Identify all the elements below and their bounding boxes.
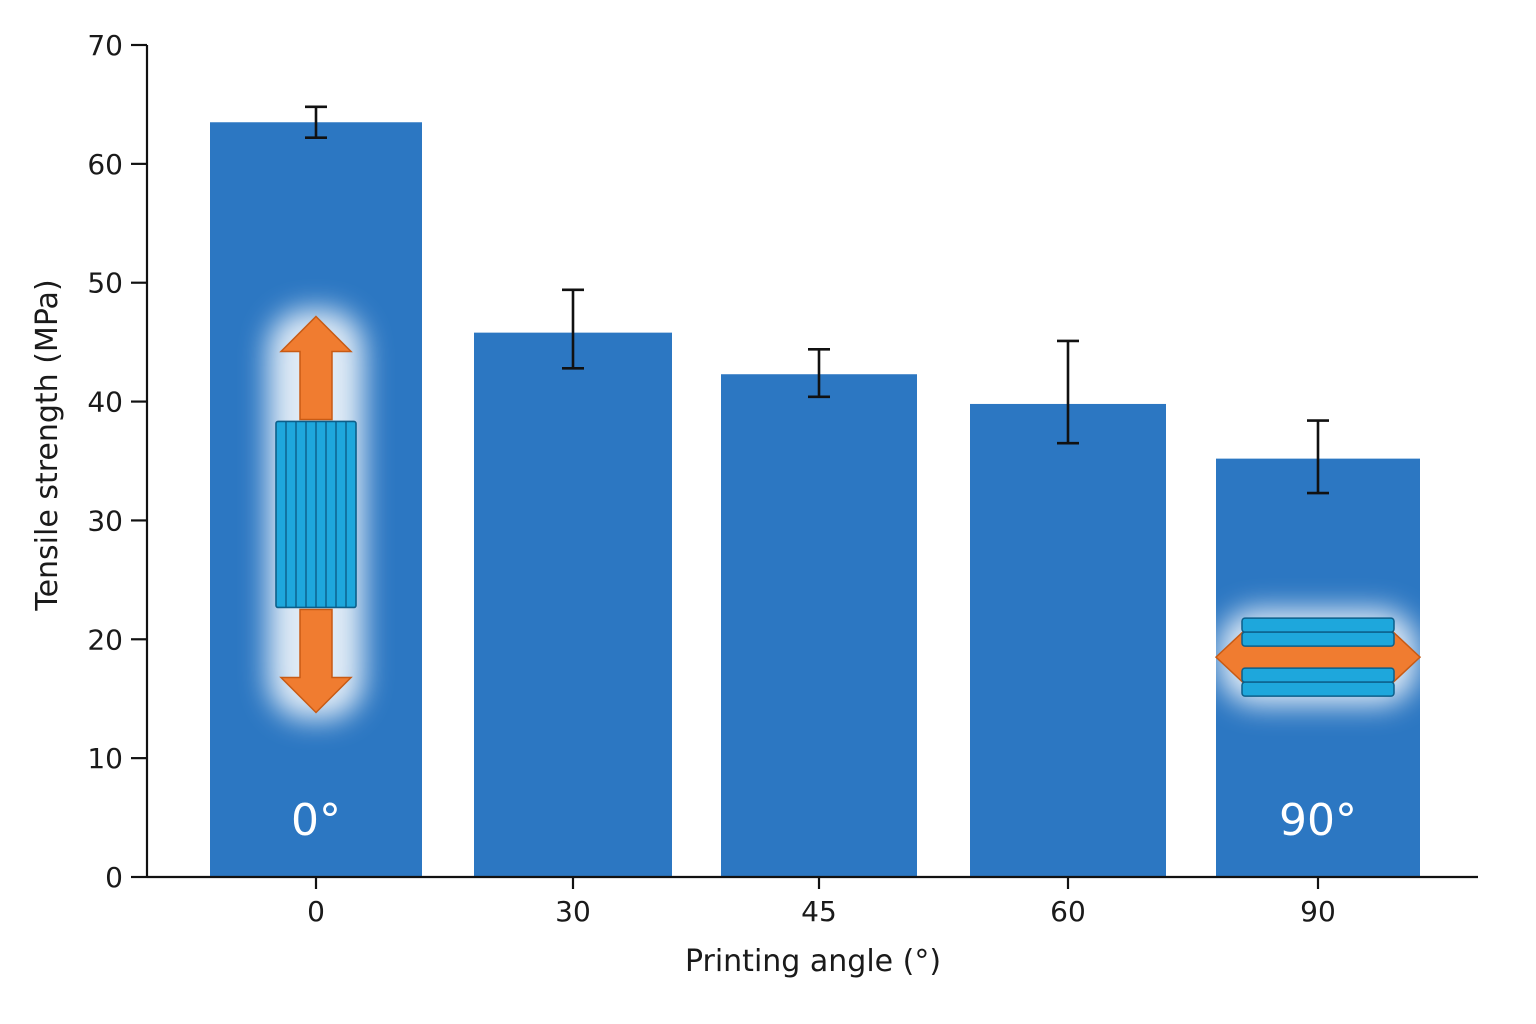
arrow-down-icon [279,608,353,714]
x-tick-label-60: 60 [1050,895,1086,928]
bars-layer [210,122,1420,877]
labels-layer: 0° 90° [291,795,1357,846]
bar-45 [721,374,917,877]
bar-30 [474,332,672,877]
y-tick-label-30: 30 [87,504,123,537]
y-tick-label-20: 20 [87,623,123,656]
y-axis-title: Tensile strength (MPa) [30,279,65,611]
error-bar-30 [562,288,584,370]
horizontal-layer-3 [1241,667,1395,683]
y-tick-label-70: 70 [87,29,123,62]
x-tick-label-90: 90 [1300,895,1336,928]
horizontal-layer-2 [1241,631,1395,647]
vertical-layer-specimen-illustration [268,309,364,720]
y-tick-label-60: 60 [87,148,123,181]
y-tick-label-50: 50 [87,267,123,300]
horizontal-layer-specimen-illustration [1214,609,1422,706]
error-bar-60 [1057,339,1079,445]
error-bar-0 [305,105,327,140]
y-tick-label-40: 40 [87,386,123,419]
horizontal-layer-4 [1241,681,1395,697]
x-axis-title: Printing angle (°) [685,944,941,979]
illustrations-layer [268,309,1422,720]
axes-layer: 0 10 20 30 40 50 60 70 0 30 45 60 90 [87,29,1478,928]
arrow-up-icon [279,315,353,421]
y-tick-label-10: 10 [87,742,123,775]
x-tick-label-30: 30 [555,895,591,928]
bar-annotation-0: 0° [291,795,341,846]
x-tick-label-0: 0 [307,895,325,928]
y-tick-label-0: 0 [105,861,123,894]
error-bar-90 [1307,419,1329,495]
bar-60 [970,403,1166,877]
bar-annotation-90: 90° [1279,795,1357,846]
error-bar-45 [808,347,830,399]
error-bars-layer [305,105,1329,495]
horizontal-layer-1 [1241,617,1395,633]
x-tick-label-45: 45 [801,895,837,928]
